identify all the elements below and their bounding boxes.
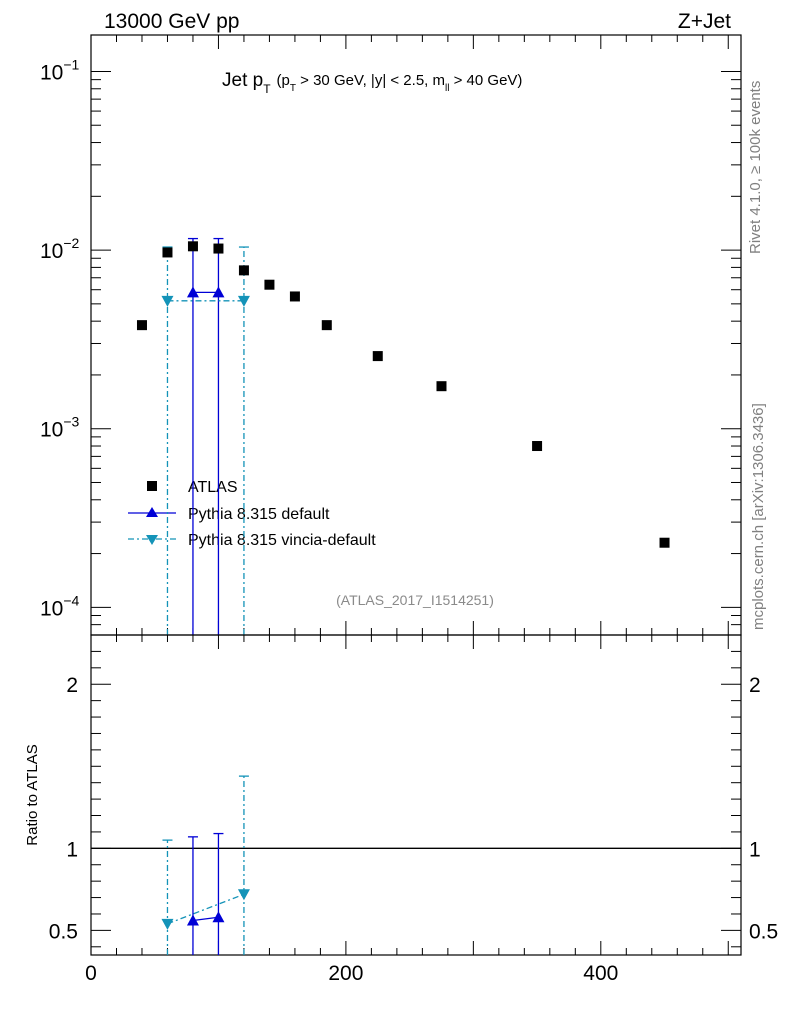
title-cond-end: > 40 GeV) [449,72,522,89]
mc2-point [237,295,250,307]
mc1-point [212,286,225,298]
main-y-tick-label: 10−4 [40,592,80,620]
title-cond-sub: T [290,83,296,94]
analysis-id-label: (ATLAS_2017_I1514251) [336,592,494,608]
atlas-data-point [321,320,332,331]
atlas-data-point [436,381,447,392]
atlas-data-point [289,291,300,302]
ratio-mc2-point [237,889,250,901]
legend-mc2-label: Pythia 8.315 vincia-default [188,532,376,549]
main-data-marks [136,237,670,635]
ratio-panel-frame [90,634,742,956]
x-tick-label: 200 [328,962,363,985]
tick-exponent: −3 [63,414,79,430]
tick-base: 10 [40,240,63,263]
title-cond-mid: > 30 GeV, |y| < 2.5, m [296,72,445,89]
rivet-version-label: Rivet 4.1.0, ≥ 100k events [747,81,764,254]
legend: ATLAS Pythia 8.315 default Pythia 8.315 … [128,479,376,549]
x-tick-label: 400 [583,962,618,985]
legend-mc2-marker [146,535,158,545]
ratio-y-tick-label-left: 0.5 [49,920,78,943]
ratio-y-tick-label-right: 0.5 [749,920,778,943]
ratio-y-tick-labels: 0.5 0.5 1 1 2 2 [49,674,778,943]
main-y-tick-label: 10−2 [40,235,80,263]
tick-exponent: −2 [63,235,79,251]
ratio-axis-ticks [90,634,741,955]
ratio-y-tick-label-right: 1 [749,838,761,861]
x-tick-labels: 0 200 400 [85,962,618,985]
title-cond-sub2: ll [445,83,449,94]
mc1-point [186,286,199,298]
title-main: Jet p [222,70,263,91]
ratio-mc1-point [186,914,199,926]
title-main-sub: T [263,82,271,96]
title-cond-open: (p [277,72,290,89]
process-label: Z+Jet [678,10,731,33]
tick-exponent: −4 [63,592,79,608]
main-axis-ticks [90,35,741,636]
mcplots-reference-label: mcplots.cern.ch [arXiv:1306.3436] [750,403,767,630]
atlas-data-point [659,537,670,548]
atlas-data-point [162,247,173,258]
atlas-data-point [532,441,543,452]
atlas-data-point [372,351,383,362]
main-y-tick-labels: 10−110−210−310−4 [40,56,80,620]
ratio-mc1-point [212,911,225,923]
atlas-data-point [238,265,249,276]
main-y-tick-label: 10−3 [40,414,80,442]
tick-base: 10 [40,61,63,84]
atlas-data-point [264,279,275,290]
main-panel: 10−110−210−310−4 Jet pT (pT > 30 GeV, |y|… [40,34,742,636]
ratio-mc2-point [161,918,174,930]
atlas-data-point [187,241,198,252]
ratio-mc1-line [192,916,219,922]
tick-base: 10 [40,419,63,442]
plot-title: Jet pT (pT > 30 GeV, |y| < 2.5, mll > 40 … [222,70,522,96]
ratio-y-tick-label-right: 2 [749,674,761,697]
tick-base: 10 [40,597,63,620]
legend-mc1-marker [146,507,158,517]
main-y-tick-label: 10−1 [40,56,80,84]
ratio-y-tick-label-left: 2 [66,674,78,697]
x-tick-label: 0 [85,962,97,985]
energy-label: 13000 GeV pp [104,10,239,33]
atlas-data-point [213,243,224,254]
legend-atlas-label: ATLAS [188,479,238,496]
ratio-y-tick-label-left: 1 [66,838,78,861]
ratio-data-marks [161,775,250,955]
tick-exponent: −1 [63,56,79,72]
ratio-y-axis-label: Ratio to ATLAS [24,744,41,845]
mc2-point [161,295,174,307]
ratio-panel: 0.5 0.5 1 1 2 2 Ratio to ATLAS [24,634,778,956]
legend-atlas-marker [147,481,157,491]
legend-mc1-label: Pythia 8.315 default [188,506,330,523]
atlas-data-point [136,320,147,331]
